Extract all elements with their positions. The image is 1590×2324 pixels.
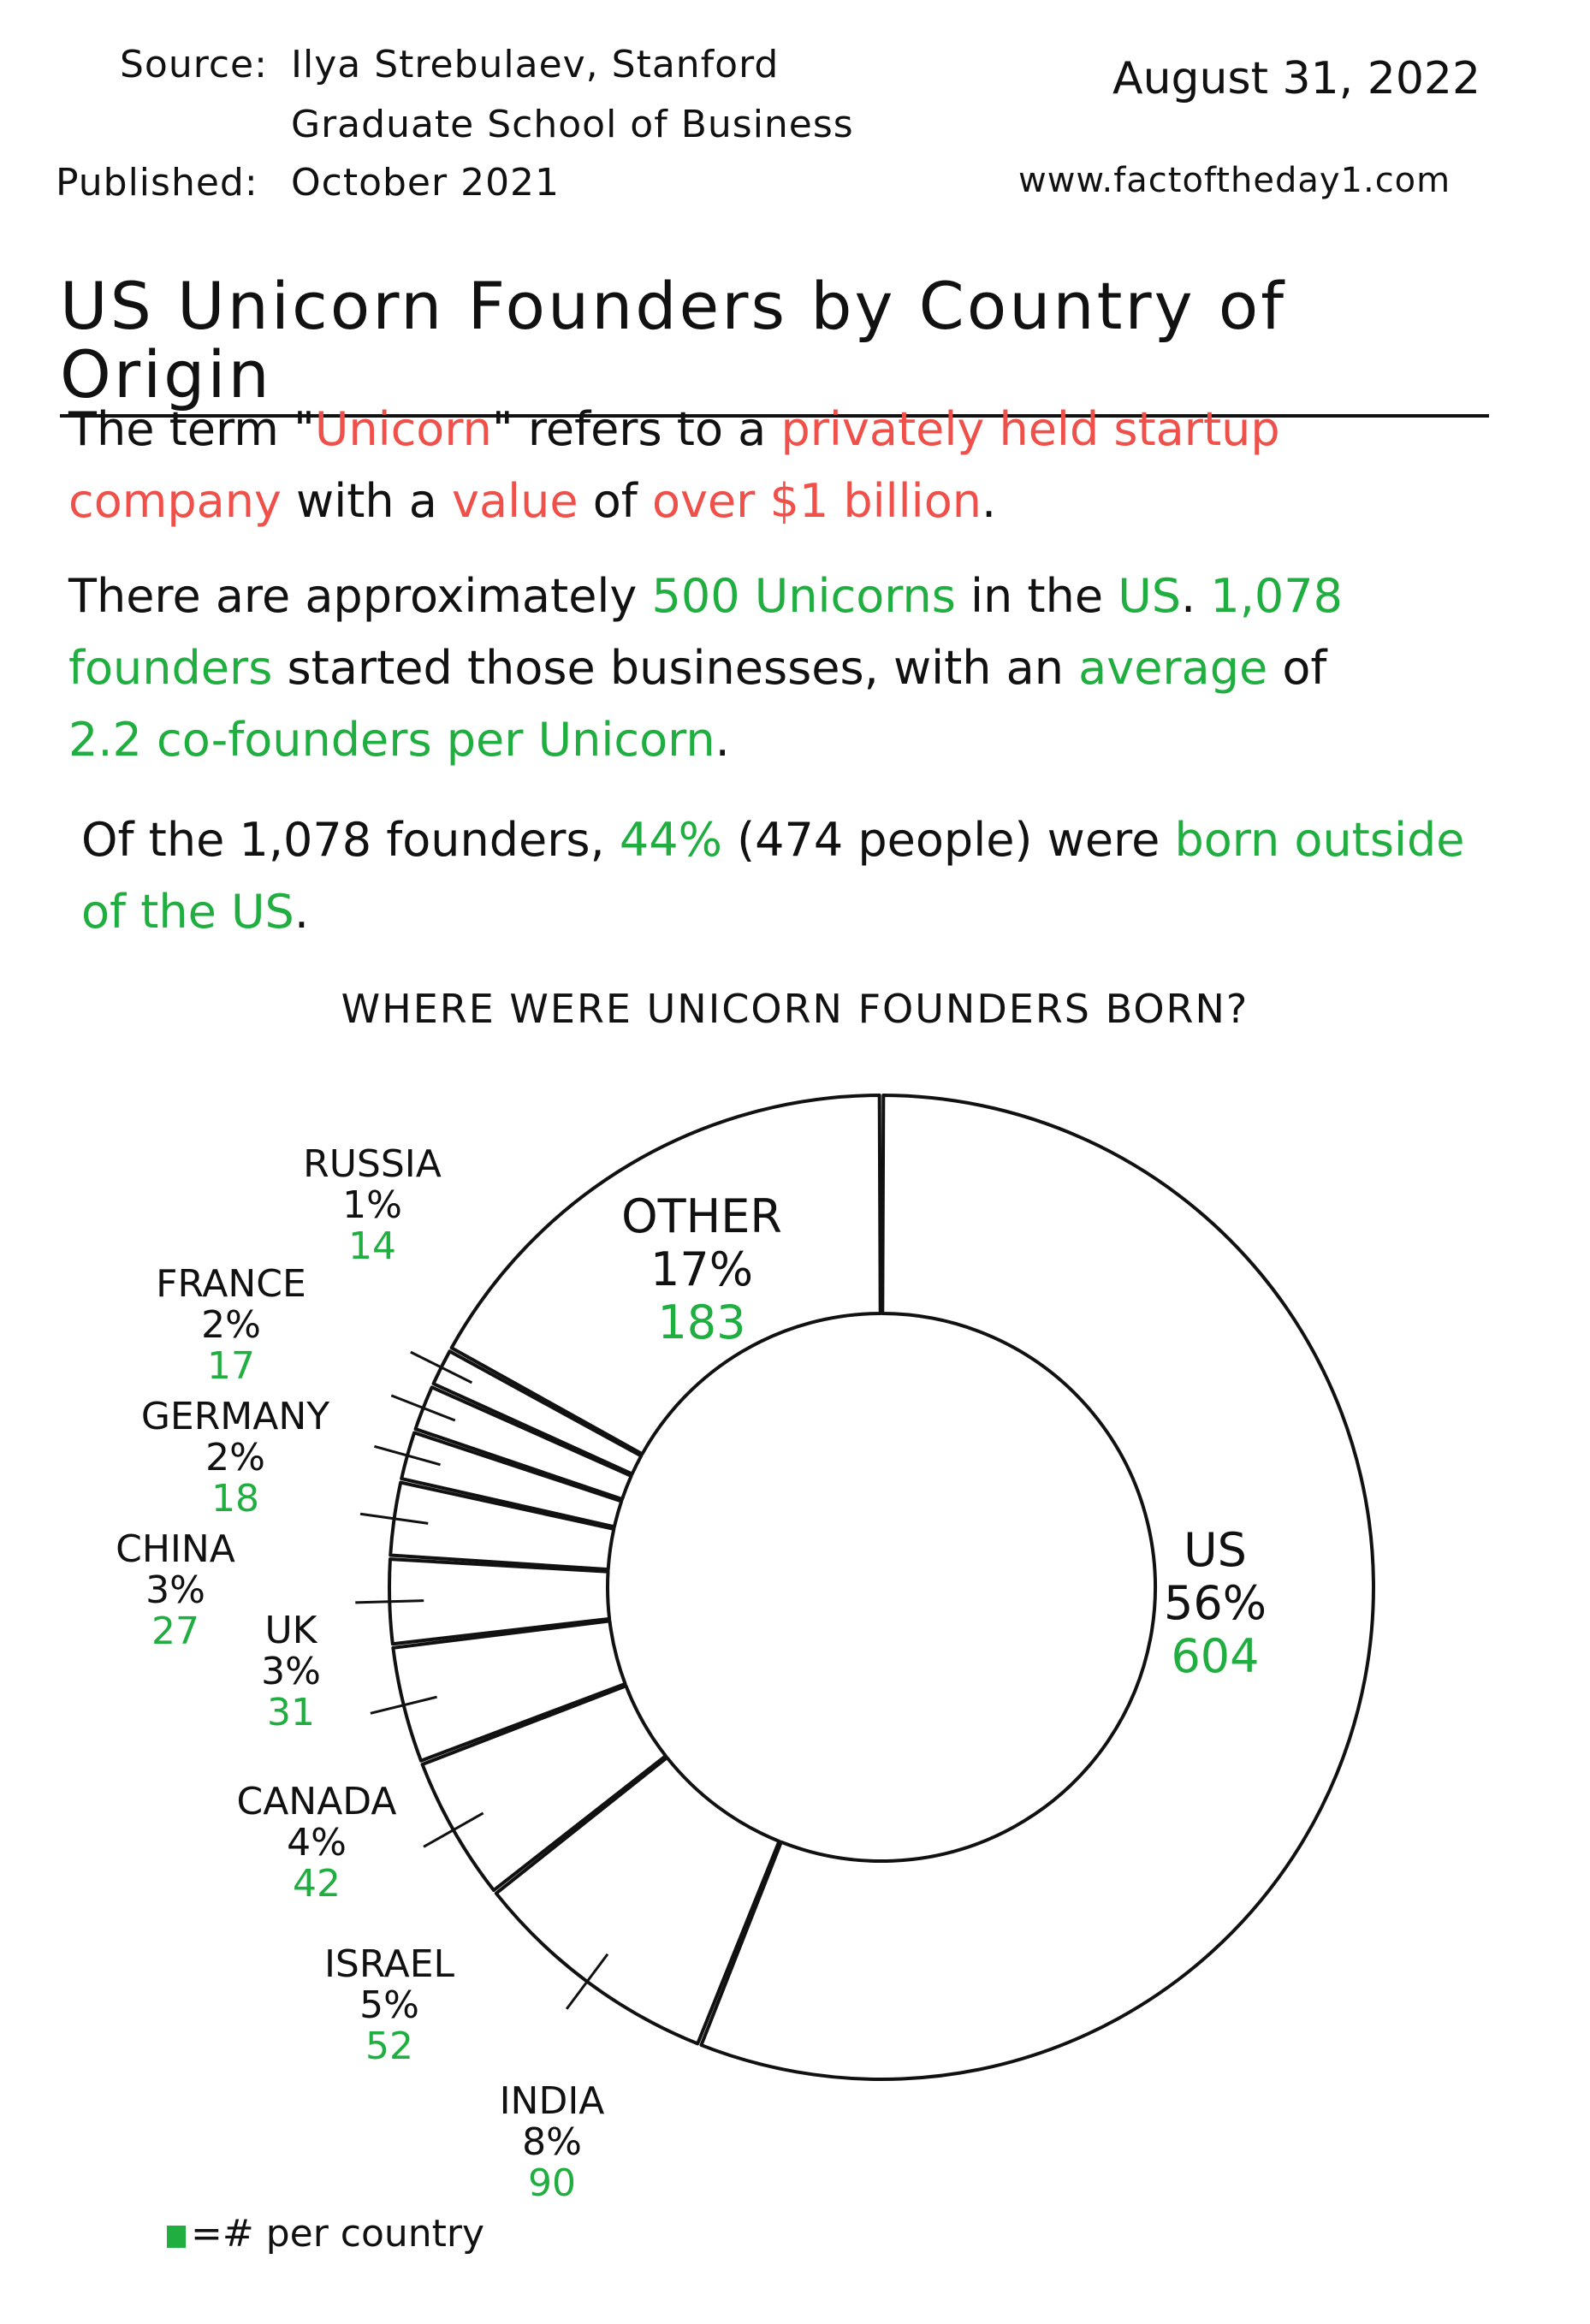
label-china-count: 27 <box>151 1610 199 1653</box>
highlight-us: US <box>1118 569 1182 623</box>
page-title: US Unicorn Founders by Country of Origin <box>60 272 1489 418</box>
label-uk-name: UK <box>264 1609 317 1652</box>
leader-line-canada <box>370 1695 437 1715</box>
label-india-name: INDIA <box>500 2079 605 2123</box>
text: started those businesses, with an <box>272 641 1079 695</box>
label-germany-name: GERMANY <box>141 1395 329 1438</box>
leader-line-uk <box>355 1599 424 1604</box>
slice-russia <box>431 1349 644 1476</box>
foreign-born-paragraph: Of the 1,078 founders, 44% (474 people) … <box>81 804 1493 948</box>
label-india-count: 90 <box>528 2161 576 2205</box>
label-israel-percent: 5% <box>359 1983 419 2027</box>
chart-title: WHERE WERE UNICORN FOUNDERS BORN? <box>341 986 1249 1032</box>
definition-paragraph: The term "Unicorn" refers to a privately… <box>68 394 1403 537</box>
highlight-born-outside: born outside of the US <box>81 813 1465 939</box>
text: with a <box>281 474 453 528</box>
label-canada-name: CANADA <box>236 1780 396 1823</box>
label-china-name: CHINA <box>116 1527 235 1571</box>
highlight-over-1-billion: over $1 billion <box>651 474 982 528</box>
label-israel-count: 52 <box>365 2025 413 2068</box>
slice-other <box>449 1094 882 1456</box>
slice-france <box>413 1385 633 1502</box>
label-israel-name: ISRAEL <box>324 1942 455 1986</box>
label-germany-percent: 2% <box>205 1436 265 1479</box>
highlight-private-startup: privately held startup company <box>68 402 1280 528</box>
unicorn-count-paragraph: There are approximately 500 Unicorns in … <box>68 560 1403 776</box>
slice-germany <box>400 1431 624 1529</box>
text: " refers to a <box>491 402 781 456</box>
label-uk-count: 31 <box>267 1691 315 1734</box>
slice-china <box>389 1480 616 1572</box>
label-france-percent: 2% <box>201 1303 261 1347</box>
post-date: August 31, 2022 <box>1112 53 1481 104</box>
label-russia-percent: 1% <box>342 1183 402 1227</box>
leader-line-germany <box>374 1444 441 1467</box>
highlight-founders: 1,078 founders <box>68 569 1343 695</box>
highlight-500-unicorns: 500 Unicorns <box>651 569 956 623</box>
label-other-percent: 17% <box>650 1242 753 1296</box>
legend-text: =# per country <box>191 2212 485 2256</box>
slice-israel <box>420 1684 667 1893</box>
label-us-name: US <box>1184 1523 1247 1577</box>
leader-line-russia <box>410 1350 473 1384</box>
leader-line-china <box>359 1512 429 1525</box>
text: . <box>294 885 309 939</box>
text: of <box>578 474 652 528</box>
published-date: October 2021 <box>291 161 561 205</box>
label-france-name: FRANCE <box>156 1262 306 1306</box>
text: . <box>981 474 997 528</box>
leader-line-india <box>565 1953 609 2010</box>
text: in the <box>955 569 1118 623</box>
label-canada-percent: 4% <box>287 1821 347 1865</box>
published-label: Published: <box>56 161 258 205</box>
highlight-value: value <box>452 474 578 528</box>
source-line-1: Ilya Strebulaev, Stanford <box>291 43 780 86</box>
text: Of the 1,078 founders, <box>81 813 620 867</box>
label-us-percent: 56% <box>1164 1576 1267 1630</box>
label-russia-count: 14 <box>348 1224 396 1268</box>
highlight-average: average <box>1078 641 1268 695</box>
label-other-name: OTHER <box>621 1189 782 1243</box>
label-us-count: 604 <box>1171 1629 1259 1683</box>
text: There are approximately <box>68 569 652 623</box>
label-other-count: 183 <box>657 1295 745 1349</box>
highlight-unicorn: Unicorn <box>314 402 492 456</box>
text: The term " <box>68 402 315 456</box>
slice-uk <box>388 1557 612 1646</box>
slice-canada <box>391 1619 627 1763</box>
text: . <box>715 713 730 767</box>
text: of <box>1267 641 1327 695</box>
label-russia-name: RUSSIA <box>303 1142 442 1186</box>
website-url[interactable]: www.factoftheday1.com <box>1018 161 1451 200</box>
slice-india <box>494 1756 781 2046</box>
text: . <box>1181 569 1211 623</box>
legend-swatch <box>167 2226 186 2248</box>
leader-line-france <box>390 1394 456 1422</box>
legend: =# per country <box>167 2212 484 2256</box>
highlight-cofounders: 2.2 co-founders per Unicorn <box>68 713 715 767</box>
label-uk-percent: 3% <box>261 1650 321 1693</box>
label-france-count: 17 <box>207 1344 255 1388</box>
text: (474 people) were <box>721 813 1175 867</box>
label-china-percent: 3% <box>145 1568 205 1612</box>
label-india-percent: 8% <box>522 2120 582 2164</box>
source-line-2: Graduate School of Business <box>291 103 854 146</box>
label-canada-count: 42 <box>293 1862 341 1906</box>
highlight-44-percent: 44% <box>619 813 722 867</box>
source-label: Source: <box>120 43 268 86</box>
slice-us <box>699 1094 1375 2081</box>
leader-line-israel <box>423 1811 484 1848</box>
label-germany-count: 18 <box>211 1477 259 1521</box>
